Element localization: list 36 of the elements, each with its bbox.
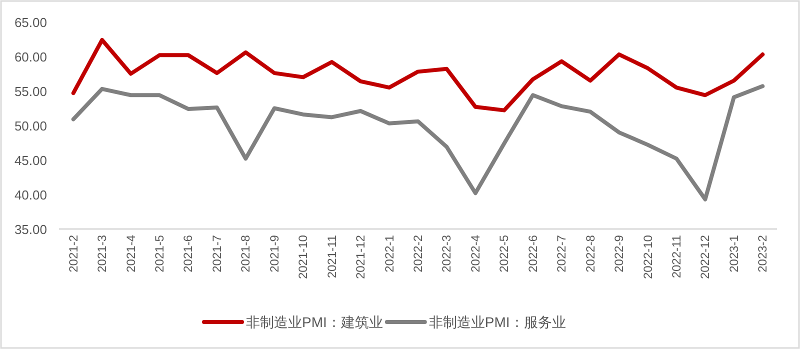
y-tick-label: 45.00 xyxy=(14,153,47,168)
x-tick-label: 2022-8 xyxy=(583,234,598,272)
legend-label: 非制造业PMI：服务业 xyxy=(428,314,566,330)
x-tick-label: 2021-10 xyxy=(296,234,310,280)
y-tick-label: 40.00 xyxy=(14,188,47,202)
x-tick-label: 2021-7 xyxy=(210,234,224,272)
x-tick-label: 2021-5 xyxy=(152,234,167,272)
y-tick-label: 60.00 xyxy=(14,50,47,64)
y-tick-label: 65.00 xyxy=(14,15,47,30)
x-tick-label: 2021-3 xyxy=(95,234,110,272)
x-tick-label: 2022-12 xyxy=(698,234,712,280)
line-series xyxy=(71,84,765,202)
x-tick-label: 2022-11 xyxy=(669,234,684,278)
x-tick-label: 2022-2 xyxy=(411,234,425,272)
x-tick-label: 2021-6 xyxy=(181,234,196,272)
x-tick-label: 2022-5 xyxy=(497,234,512,272)
legend-label: 非制造业PMI：建筑业 xyxy=(246,314,383,330)
x-tick-label: 2021-11 xyxy=(324,234,339,278)
x-tick-label: 2021-2 xyxy=(66,234,80,272)
x-tick-label: 2022-4 xyxy=(468,234,482,272)
x-tick-label: 2022-6 xyxy=(526,234,540,272)
x-tick-label: 2022-9 xyxy=(612,234,626,272)
x-tick-label: 2022-7 xyxy=(554,234,569,272)
x-tick-label: 2022-10 xyxy=(640,234,655,280)
x-tick-label: 2021-9 xyxy=(267,234,282,272)
x-tick-label: 2021-8 xyxy=(238,234,253,272)
y-tick-label: 50.00 xyxy=(14,118,47,134)
line-series xyxy=(71,38,765,112)
x-tick-label: 2021-12 xyxy=(354,234,368,280)
x-tick-label: 2022-1 xyxy=(382,234,396,272)
x-tick-label: 2021-4 xyxy=(124,234,138,272)
y-tick-label: 55.00 xyxy=(14,84,47,99)
x-tick-label: 2023-2 xyxy=(756,234,770,272)
x-tick-label: 2023-1 xyxy=(726,234,741,272)
y-tick-label: 35.00 xyxy=(14,222,47,237)
x-tick-label: 2022-3 xyxy=(440,234,454,272)
